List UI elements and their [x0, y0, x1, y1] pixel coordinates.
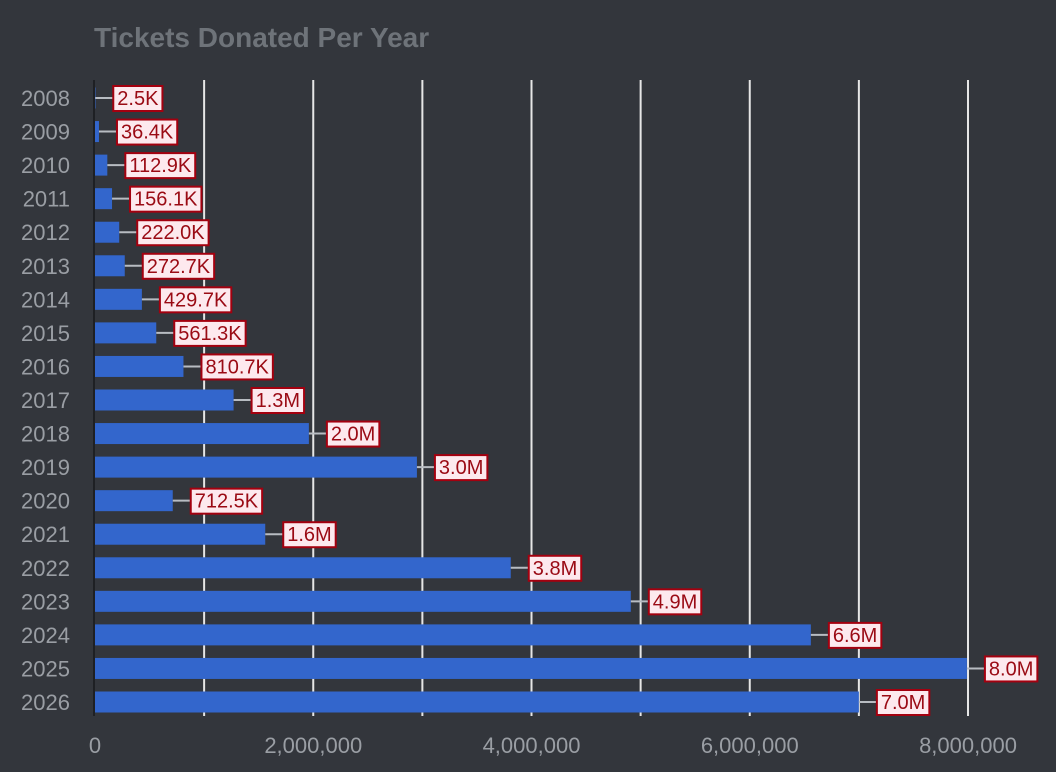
bar	[95, 255, 125, 277]
y-tick-label: 2010	[21, 153, 70, 178]
data-label-box	[983, 655, 1039, 683]
x-tick-label: 6,000,000	[701, 733, 799, 758]
grid-layer	[203, 80, 969, 716]
bar	[95, 389, 234, 411]
y-tick-label: 2019	[21, 455, 70, 480]
bar	[95, 154, 108, 176]
bar	[95, 121, 99, 143]
data-label: 3.8M	[533, 558, 577, 580]
y-tick-label: 2009	[21, 120, 70, 145]
bar	[95, 490, 173, 512]
data-label: 272.7K	[147, 256, 211, 278]
data-label-box	[527, 554, 583, 582]
y-tick-label: 2014	[21, 287, 70, 312]
y-tick-label: 2022	[21, 556, 70, 581]
y-tick-label: 2021	[21, 522, 70, 547]
bar	[95, 523, 266, 545]
y-tick-label: 2023	[21, 589, 70, 614]
y-tick-label: 2024	[21, 623, 70, 648]
data-label: 3.0M	[439, 457, 483, 479]
bar	[95, 456, 417, 478]
y-tick-label: 2013	[21, 254, 70, 279]
data-label-box	[200, 353, 274, 381]
y-tick-label: 2012	[21, 220, 70, 245]
data-label: 8.0M	[989, 658, 1033, 680]
data-label-box	[112, 85, 164, 112]
data-label: 6.6M	[833, 625, 877, 647]
bar	[95, 590, 631, 612]
y-tick-label: 2017	[21, 388, 70, 413]
x-tick-label: 8,000,000	[919, 733, 1017, 758]
data-label-box	[250, 387, 306, 414]
data-label: 1.3M	[256, 390, 300, 412]
bar	[95, 322, 157, 344]
data-label: 222.0K	[141, 222, 205, 244]
data-label-box	[325, 420, 381, 448]
y-tick-label: 2015	[21, 321, 70, 346]
x-tick-label: 2,000,000	[264, 733, 362, 758]
bar	[95, 624, 811, 646]
data-label-box	[173, 319, 247, 347]
data-label-box	[158, 286, 233, 314]
bars-layer	[95, 87, 967, 713]
y-tick-label: 2016	[21, 354, 70, 379]
bar	[95, 557, 511, 579]
data-label-box	[433, 454, 489, 482]
y-tick-label: 2025	[21, 656, 70, 681]
bar	[95, 657, 967, 679]
x-tick-label: 0	[89, 733, 101, 758]
data-label: 7.0M	[881, 692, 925, 714]
data-label-box	[136, 219, 210, 247]
data-label: 156.1K	[134, 189, 198, 211]
x-tick-label: 4,000,000	[483, 733, 581, 758]
y-tick-label: 2020	[21, 489, 70, 514]
data-label: 2.0M	[331, 424, 375, 446]
data-label-box	[189, 487, 264, 515]
data-label-box	[115, 118, 179, 146]
bar	[95, 288, 142, 310]
axis-layer: 0 2,000,000 4,000,000 6,000,000 8,000,000 200…	[21, 80, 1017, 758]
y-tick-label: 2018	[21, 422, 70, 447]
bar	[95, 355, 184, 377]
data-label-box	[647, 588, 703, 616]
y-tick-label: 2011	[23, 187, 70, 212]
y-tick-label: 2026	[21, 690, 70, 715]
data-label-box	[827, 621, 883, 649]
bar	[95, 691, 859, 713]
data-label: 4.9M	[653, 591, 697, 613]
chart-title: Tickets Donated Per Year	[94, 22, 430, 53]
data-label: 712.5K	[195, 491, 259, 513]
data-label: 429.7K	[164, 289, 228, 311]
data-label-box	[141, 252, 216, 280]
data-label: 810.7K	[205, 356, 269, 378]
data-label-box	[124, 152, 197, 180]
labels-layer: 2.5K 36.4K 112.9K 156.1K 222.0K 272.7K 429.7K 5…	[95, 85, 1039, 716]
data-label: 1.6M	[287, 524, 331, 546]
bar	[95, 221, 120, 243]
data-label: 2.5K	[117, 88, 159, 110]
y-tick-label: 2008	[21, 86, 70, 111]
bar	[95, 423, 309, 445]
bar	[95, 87, 96, 109]
data-label: 36.4K	[121, 122, 174, 144]
bar	[95, 188, 113, 210]
data-label-box	[875, 689, 931, 716]
data-label: 112.9K	[129, 155, 192, 177]
data-label-box	[129, 185, 203, 213]
data-label: 561.3K	[178, 323, 242, 345]
data-label-box	[282, 521, 337, 549]
